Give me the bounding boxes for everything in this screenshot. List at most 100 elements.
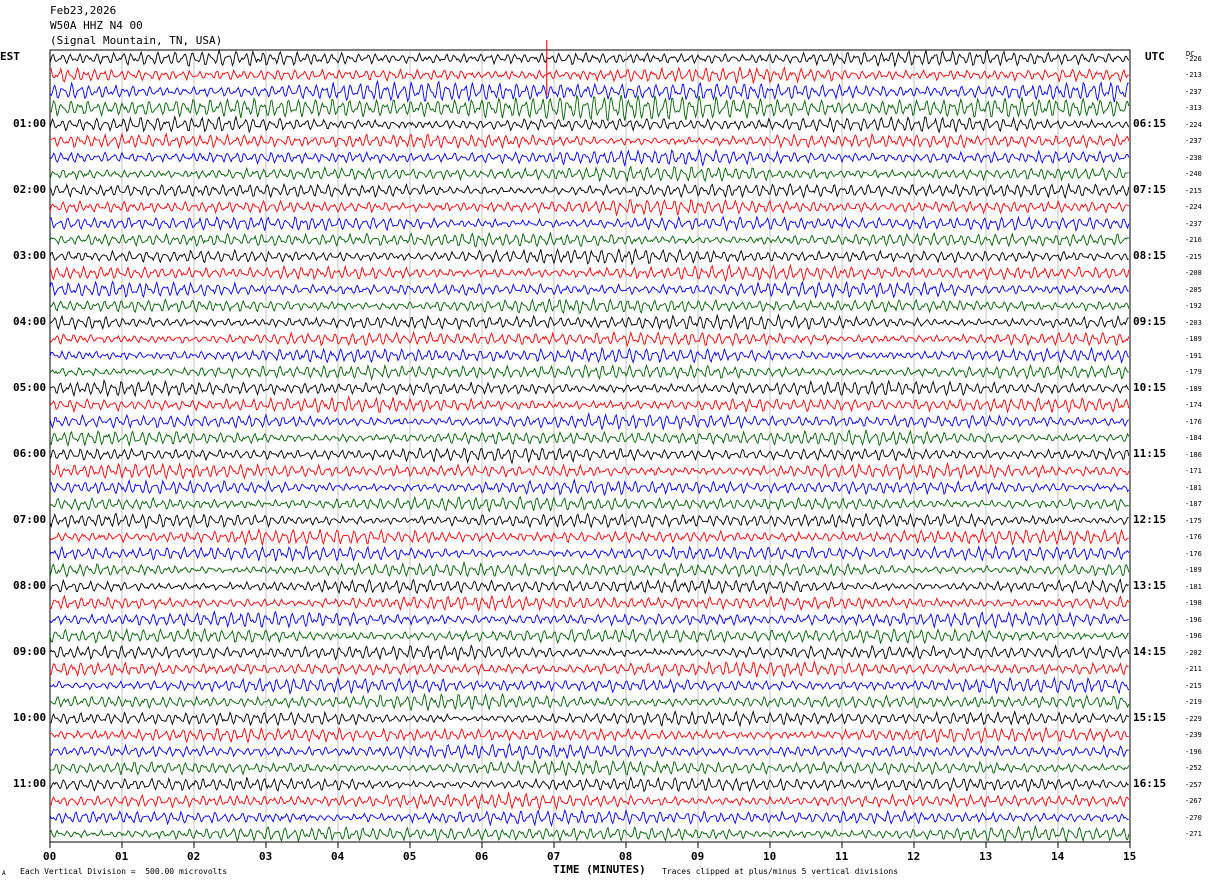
trace-row [49, 742, 1129, 761]
dc-offset-label: -191 [1185, 351, 1202, 360]
utc-hour-label: 07:15 [1133, 182, 1167, 196]
dc-offset-label: -196 [1185, 632, 1202, 640]
dc-offset-label: -196 [1185, 747, 1202, 756]
trace-row [49, 346, 1130, 365]
x-tick-label: 09 [691, 850, 705, 863]
est-hour-label: 11:00 [13, 776, 47, 790]
x-tick-label: 08 [619, 850, 633, 863]
trace-row [49, 627, 1130, 645]
dc-offset-label: -226 [1185, 54, 1202, 63]
trace-row [49, 660, 1129, 678]
dc-offset-label: -213 [1185, 71, 1202, 79]
utc-hour-label: 09:15 [1133, 314, 1167, 328]
x-tick-label: 04 [331, 850, 345, 863]
trace-row [49, 824, 1130, 844]
est-hour-label: 10:00 [13, 710, 47, 724]
dc-offset-label: -215 [1185, 186, 1202, 195]
trace-row [49, 808, 1129, 827]
dc-offset-label: -219 [1185, 698, 1202, 706]
dc-offset-label: -184 [1185, 434, 1202, 442]
trace-row [49, 132, 1130, 150]
utc-hour-label: 13:15 [1133, 578, 1167, 592]
trace-row [49, 79, 1129, 103]
trace-row [50, 379, 1130, 398]
trace-row [49, 428, 1130, 448]
trace-row [49, 495, 1130, 513]
est-hour-label: 04:00 [13, 314, 47, 328]
trace-row [49, 115, 1130, 134]
est-hour-label: 03:00 [13, 248, 47, 262]
dc-offset-label: -181 [1185, 582, 1202, 591]
dc-offset-label: -174 [1185, 401, 1202, 409]
est-hour-label: 01:00 [13, 116, 47, 130]
dc-offset-label: -239 [1185, 731, 1202, 739]
trace-row [49, 759, 1130, 777]
trace-row [49, 610, 1129, 629]
utc-hour-label: 06:15 [1133, 116, 1167, 130]
utc-hour-label: 14:15 [1133, 644, 1167, 658]
utc-hour-label: 15:15 [1133, 710, 1167, 724]
corner-mark: A [2, 870, 6, 877]
dc-offset-label: -192 [1185, 302, 1202, 310]
trace-row [49, 527, 1129, 547]
x-tick-label: 05 [403, 850, 417, 863]
x-tick-label: 00 [43, 850, 57, 863]
dc-offset-label: -224 [1185, 120, 1202, 129]
utc-hour-label: 11:15 [1133, 446, 1167, 460]
trace-row [49, 692, 1130, 712]
dc-offset-label: -237 [1185, 87, 1202, 96]
dc-offset-label: -216 [1185, 236, 1202, 244]
dc-offset-label: -187 [1185, 500, 1202, 508]
dc-offset-label: -186 [1185, 450, 1202, 459]
dc-offset-label: -189 [1185, 335, 1202, 343]
trace-row [49, 395, 1130, 414]
trace-row [49, 296, 1130, 314]
left-timezone-label: EST [0, 50, 20, 63]
dc-offset-label: -189 [1185, 566, 1202, 574]
trace-row [49, 676, 1130, 695]
dc-offset-label: -181 [1185, 483, 1202, 492]
trace-row [49, 148, 1130, 168]
trace-row [49, 578, 1130, 595]
dc-offset-label: -171 [1185, 467, 1202, 475]
dc-offset-label: -238 [1185, 153, 1202, 162]
dc-offset-label: -189 [1185, 384, 1202, 393]
dc-offset-label: -203 [1185, 318, 1202, 327]
x-tick-label: 10 [763, 850, 777, 863]
utc-hour-label: 10:15 [1133, 380, 1167, 394]
dc-offset-label: -175 [1185, 516, 1202, 525]
est-hour-label: 08:00 [13, 578, 47, 592]
dc-offset-label: -237 [1185, 219, 1202, 228]
dc-offset-label: -257 [1185, 780, 1202, 789]
dc-offset-label: -208 [1185, 269, 1202, 277]
x-tick-label: 07 [547, 850, 561, 863]
dc-offset-label: -211 [1185, 665, 1202, 673]
header-station: W50A HHZ N4 00 [50, 19, 143, 32]
dc-offset-label: -267 [1185, 797, 1202, 805]
utc-hour-label: 12:15 [1133, 512, 1167, 526]
dc-offset-label: -205 [1185, 285, 1202, 294]
dc-offset-label: -240 [1185, 170, 1202, 178]
trace-row [49, 461, 1130, 481]
dc-offset-label: -176 [1185, 549, 1202, 558]
trace-row [49, 280, 1129, 299]
plot-frame [49, 49, 1131, 843]
est-hour-label: 09:00 [13, 644, 47, 658]
clip-note: Traces clipped at plus/minus 5 vertical … [662, 867, 899, 876]
x-tick-label: 01 [115, 850, 129, 863]
x-tick-label: 03 [259, 850, 273, 863]
x-tick-label: 13 [979, 850, 993, 863]
utc-hour-label: 08:15 [1133, 248, 1167, 262]
trace-row [49, 65, 1129, 85]
trace-row [49, 215, 1130, 232]
est-hour-label: 05:00 [13, 380, 47, 394]
dc-offset-label: -196 [1185, 615, 1202, 624]
x-tick-label: 14 [1051, 850, 1065, 863]
trace-row [49, 560, 1130, 579]
dc-offset-label: -224 [1185, 203, 1202, 211]
scale-note: Each Vertical Division = 500.00 microvol… [20, 867, 228, 876]
trace-row [49, 48, 1130, 68]
trace-row [50, 93, 1130, 123]
dc-offset-label: -176 [1185, 533, 1202, 541]
